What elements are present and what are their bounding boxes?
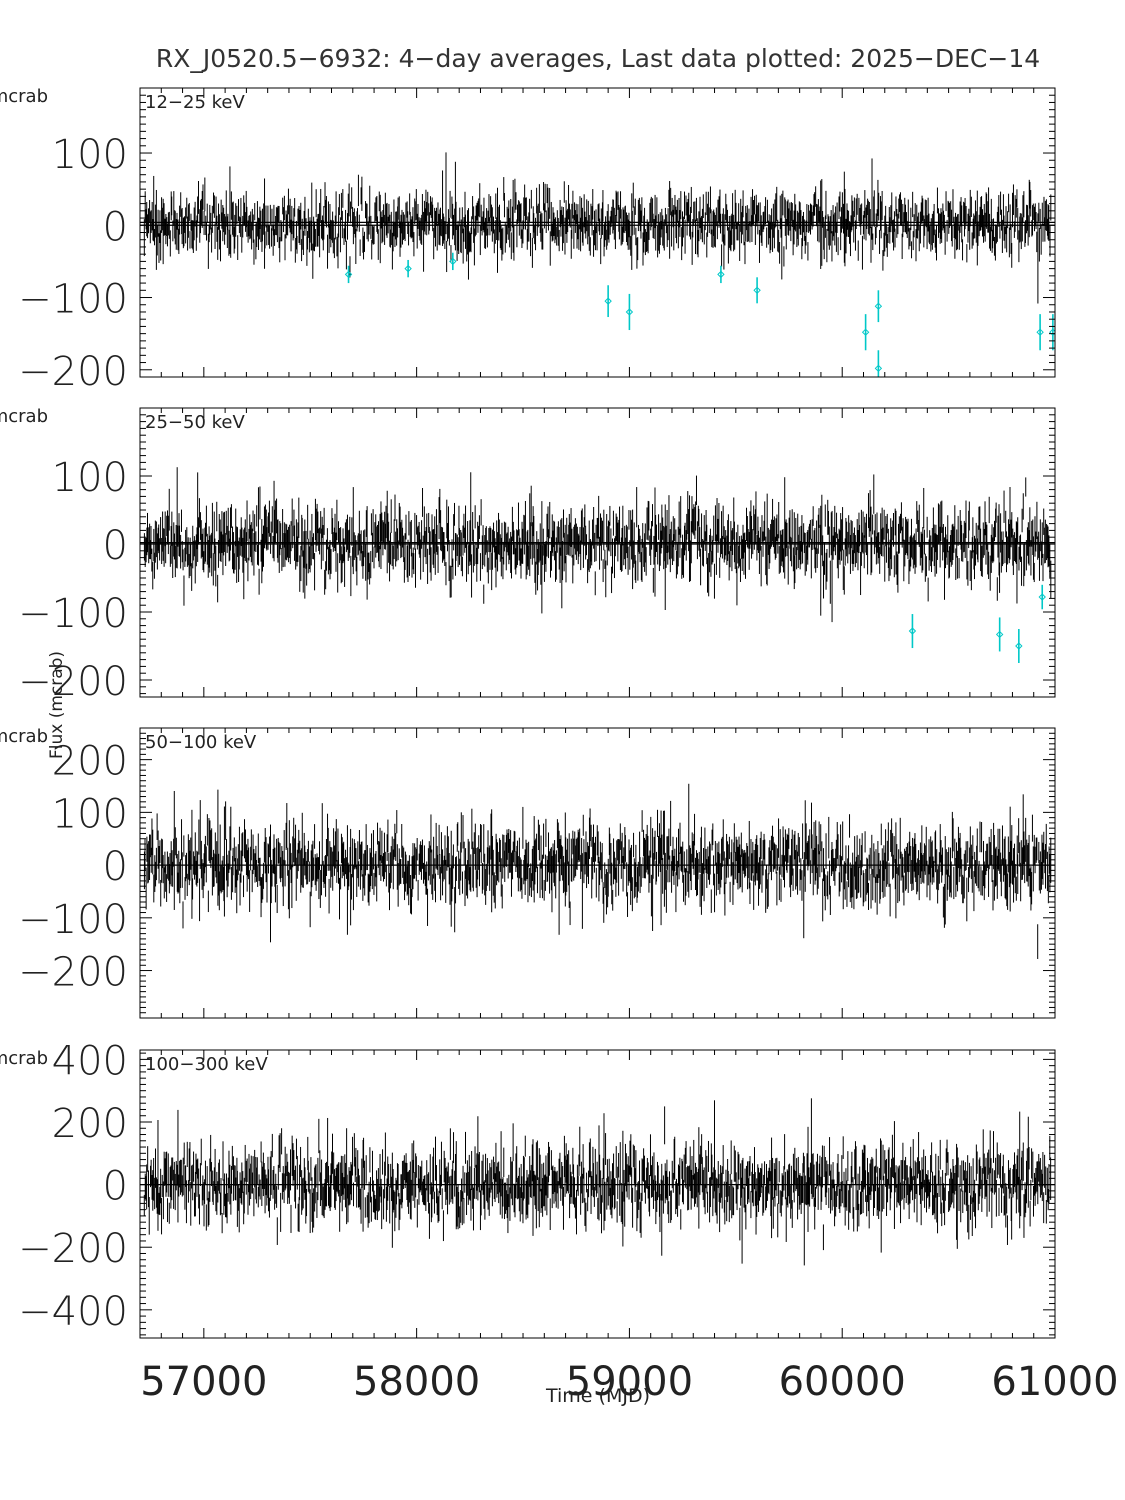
y-tick-label: 0	[103, 523, 128, 569]
y-tick-label: 0	[103, 1164, 128, 1210]
panel-2: −200 −100 0 100 25−50 keV mcrab	[0, 406, 1056, 705]
flagged-point	[1036, 328, 1044, 336]
flagged-point	[625, 308, 634, 316]
x-tick-labels: 57000 58000 59000 60000 61000	[140, 1359, 1118, 1405]
y-tick-label: 200	[52, 739, 128, 785]
x-ticks	[139, 728, 1056, 1018]
y-axis-label: Flux (mcrab)	[47, 651, 67, 759]
unit-label: mcrab	[0, 1048, 48, 1069]
x-tick-label: 58000	[353, 1359, 480, 1405]
flagged-point	[1015, 642, 1023, 650]
panel-frame	[139, 407, 1056, 698]
unit-label: mcrab	[0, 86, 48, 107]
y-tick-label: −200	[18, 659, 128, 705]
flagged-point	[874, 364, 883, 373]
y-tick-label: 0	[103, 204, 128, 250]
y-ticks	[140, 727, 1055, 1019]
x-tick-label: 60000	[779, 1359, 906, 1405]
x-axis-label: Time (MJD)	[545, 1385, 650, 1407]
y-tick-label: −200	[18, 950, 128, 996]
data-points	[143, 783, 1052, 959]
flagged-point	[717, 270, 725, 279]
y-tick-label: 100	[52, 455, 128, 501]
band-label: 100−300 keV	[145, 1054, 268, 1075]
x-ticks	[139, 88, 1056, 377]
y-tick-label: −100	[18, 897, 128, 943]
flagged-point	[874, 302, 883, 310]
flagged-point	[344, 270, 353, 279]
flagged-points	[344, 252, 1055, 377]
y-tick-label: −200	[18, 349, 128, 395]
panel-3: −200 −100 0 100 200 50−100 keV mcrab	[0, 726, 1056, 1019]
y-ticks	[140, 407, 1055, 695]
flagged-point	[1038, 593, 1046, 601]
y-tick-label: 200	[52, 1101, 128, 1147]
flagged-point	[449, 257, 457, 266]
unit-label: mcrab	[0, 406, 48, 427]
y-tick-label: −100	[18, 591, 128, 637]
x-tick-label: 59000	[566, 1359, 693, 1405]
flagged-point	[404, 264, 412, 273]
chart-title: RX_J0520.5−6932: 4−day averages, Last da…	[156, 44, 1040, 73]
data-points	[143, 152, 1052, 304]
x-ticks	[139, 1050, 1056, 1338]
band-label: 12−25 keV	[145, 92, 245, 113]
data-points	[143, 467, 1052, 623]
x-ticks	[139, 408, 1056, 697]
y-tick-label: 100	[52, 791, 128, 837]
band-label: 25−50 keV	[145, 412, 245, 433]
flagged-point	[861, 328, 870, 336]
y-tick-label: 400	[52, 1038, 128, 1084]
y-tick-label: 0	[103, 844, 128, 890]
flagged-point	[753, 286, 761, 295]
x-tick-label: 57000	[140, 1359, 267, 1405]
data-points	[143, 1098, 1052, 1266]
panel-1: −200 −100 0 100 12−25 keV mcrab	[0, 86, 1056, 395]
unit-label: mcrab	[0, 726, 48, 747]
panel-frame	[139, 1049, 1056, 1339]
y-ticks	[140, 87, 1055, 378]
flagged-point	[604, 297, 612, 305]
y-tick-label: −100	[18, 277, 128, 323]
y-tick-label: −200	[18, 1226, 128, 1272]
band-label: 50−100 keV	[145, 732, 257, 753]
x-tick-label: 61000	[991, 1359, 1118, 1405]
y-tick-label: 100	[52, 132, 128, 178]
flagged-points	[908, 584, 1046, 663]
panel-frame	[139, 727, 1056, 1019]
y-ticks	[140, 1052, 1055, 1336]
flagged-point	[908, 627, 917, 635]
flagged-point	[995, 630, 1004, 639]
y-tick-label: −400	[18, 1289, 128, 1335]
panel-4: −400 −200 0 200 400 100−300 keV mcrab	[0, 1038, 1056, 1339]
